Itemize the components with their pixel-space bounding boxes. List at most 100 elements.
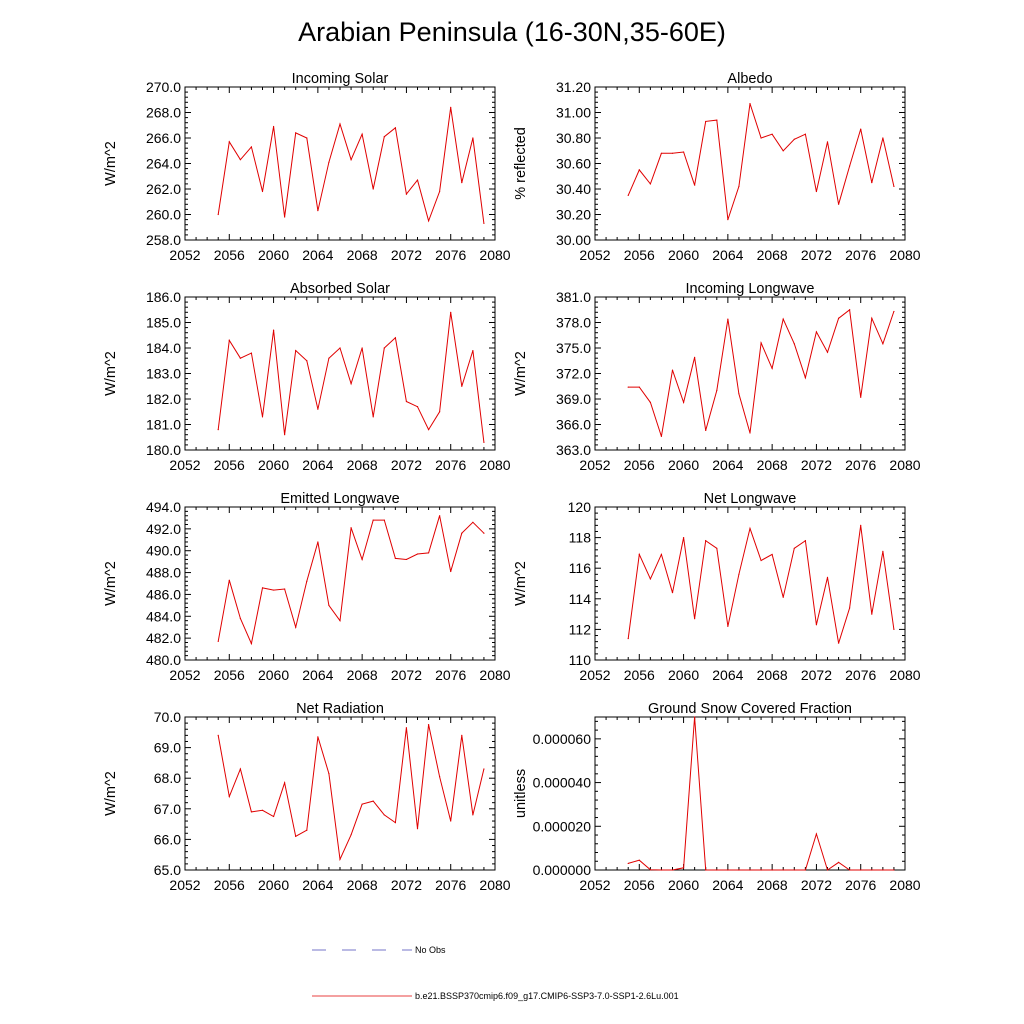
data-point: [472, 521, 474, 523]
data-point: [660, 553, 663, 556]
data-point: [871, 182, 873, 184]
y-tick-label: 490.0: [146, 543, 181, 559]
data-point: [793, 138, 795, 140]
y-tick-label: 260.0: [146, 207, 181, 223]
series-line: [628, 308, 895, 437]
x-tick-label: 2068: [347, 877, 378, 893]
plot-frame: [184, 296, 496, 451]
legend: No Obs b.e21.BSSP370cmip6.f09_g17.CMIP6-…: [312, 945, 679, 1001]
y-tick-label: 182.0: [146, 391, 181, 407]
data-point: [317, 736, 319, 738]
x-tick-label: 2052: [579, 247, 610, 263]
data-point: [749, 527, 751, 530]
data-point: [638, 386, 640, 388]
data-point: [682, 537, 685, 539]
data-point: [450, 570, 452, 573]
y-axis-label: W/m^2: [103, 351, 119, 396]
data-point: [394, 821, 396, 824]
data-point: [705, 869, 707, 871]
data-point: [350, 834, 352, 836]
data-point: [317, 408, 319, 410]
data-point: [405, 193, 408, 195]
data-point: [295, 349, 297, 352]
y-tick-label: 372.0: [556, 366, 591, 382]
data-point: [660, 435, 663, 437]
x-tick-label: 2072: [801, 667, 832, 683]
y-tick-label: 482.0: [146, 630, 181, 646]
data-point: [372, 416, 374, 418]
x-tick-label: 2080: [479, 457, 510, 473]
data-point: [383, 519, 385, 521]
y-tick-label: 185.0: [146, 315, 181, 331]
data-point: [705, 429, 707, 432]
y-tick-label: 184.0: [146, 340, 181, 356]
legend-label-case: b.e21.BSSP370cmip6.f09_g17.CMIP6-SSP3-7.…: [415, 991, 679, 1001]
data-point: [826, 576, 829, 578]
data-point: [738, 185, 740, 188]
data-point: [716, 389, 718, 392]
y-tick-label: 369.0: [556, 391, 591, 407]
x-tick-label: 2064: [302, 667, 333, 683]
y-tick-label: 0.000020: [533, 818, 592, 834]
data-point: [228, 141, 230, 143]
data-point: [738, 573, 740, 575]
panel-8: Ground Snow Covered Fraction 2052 2056 2060…: [513, 701, 921, 893]
panel-7: Net Radiation 2052 2056 2060 2064 2068 2072 207…: [103, 701, 511, 893]
panel-4: Incoming Longwave 2052 2056 2060 2064 2068 207…: [513, 281, 921, 473]
data-point: [749, 869, 751, 871]
data-point: [705, 120, 707, 123]
y-tick-label: 486.0: [146, 586, 181, 602]
y-axis-label: % reflected: [513, 127, 529, 200]
x-tick-label: 2052: [579, 667, 610, 683]
data-point: [671, 152, 674, 154]
data-point: [383, 814, 385, 816]
data-point: [350, 527, 352, 529]
x-tick-label: 2052: [579, 457, 610, 473]
y-tick-label: 110: [569, 652, 592, 668]
data-point: [727, 318, 729, 320]
data-point: [239, 159, 241, 161]
data-point: [228, 579, 230, 581]
data-point: [284, 782, 286, 784]
x-tick-label: 2076: [435, 247, 466, 263]
x-tick-label: 2068: [347, 247, 378, 263]
data-point: [849, 869, 851, 871]
data-point: [716, 547, 718, 549]
data-point: [837, 642, 840, 644]
data-point: [361, 803, 363, 805]
data-point: [306, 360, 308, 362]
data-point: [295, 132, 297, 134]
data-point: [671, 592, 674, 594]
data-point: [284, 434, 286, 436]
data-point: [372, 188, 374, 190]
x-tick-label: 2052: [579, 877, 610, 893]
data-point: [272, 589, 275, 591]
y-tick-label: 375.0: [556, 340, 591, 356]
x-tick-label: 2056: [214, 667, 245, 683]
y-tick-label: 258.0: [146, 232, 181, 248]
y-axis-label: W/m^2: [103, 561, 119, 606]
x-tick-label: 2060: [668, 877, 699, 893]
x-tick-label: 2072: [801, 247, 832, 263]
x-tick-label: 2064: [712, 247, 743, 263]
data-point: [317, 210, 319, 212]
data-point: [694, 356, 696, 358]
data-point: [461, 182, 463, 184]
data-point: [306, 829, 308, 831]
data-point: [749, 432, 751, 434]
x-tick-label: 2060: [258, 247, 289, 263]
data-point: [217, 640, 219, 643]
data-point: [893, 310, 895, 313]
data-point: [383, 136, 385, 138]
y-tick-label: 378.0: [556, 315, 591, 331]
y-tick-label: 264.0: [146, 156, 181, 172]
data-point: [682, 401, 685, 403]
data-point: [427, 724, 430, 726]
data-point: [250, 643, 253, 645]
panel-title: Absorbed Solar: [290, 281, 390, 297]
data-point: [727, 869, 729, 871]
x-tick-label: 2072: [801, 457, 832, 473]
data-point: [638, 859, 640, 861]
data-point: [483, 441, 485, 443]
data-point: [239, 617, 241, 620]
